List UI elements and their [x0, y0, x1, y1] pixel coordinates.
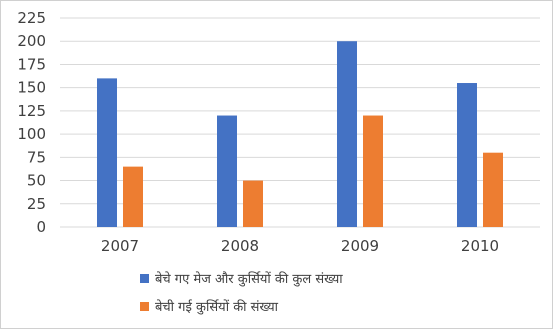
- x-axis-ticks: 2007 2008 2009 2010: [101, 237, 499, 255]
- y-tick-label: 75: [27, 148, 46, 166]
- bar-series-2-2007: [123, 166, 143, 227]
- x-tick-label: 2007: [101, 237, 139, 255]
- y-tick-label: 100: [17, 125, 46, 143]
- bars: [97, 41, 503, 228]
- bar-series-1-2010: [457, 83, 477, 228]
- bar-series-1-2009: [337, 41, 357, 227]
- x-tick-label: 2010: [461, 237, 499, 255]
- bar-series-2-2008: [243, 180, 263, 227]
- bar-series-2-2009: [363, 115, 383, 227]
- legend: बेचे गए मेज और कुर्सियों की कुल संख्या ब…: [140, 271, 343, 315]
- legend-label-series-1: बेचे गए मेज और कुर्सियों की कुल संख्या: [155, 271, 343, 287]
- bar-series-1-2008: [217, 115, 237, 227]
- y-tick-label: 0: [36, 218, 46, 236]
- legend-swatch-series-2: [140, 302, 149, 311]
- y-tick-label: 50: [27, 172, 46, 190]
- y-axis-ticks: 0 25 50 75 100 125 150 175 200 225: [17, 9, 46, 236]
- y-tick-label: 125: [17, 102, 46, 120]
- y-tick-label: 25: [27, 195, 46, 213]
- x-tick-label: 2008: [221, 237, 259, 255]
- legend-swatch-series-1: [140, 274, 149, 283]
- legend-label-series-2: बेची गई कुर्सियों की संख्या: [155, 299, 279, 315]
- bar-series-1-2007: [97, 78, 117, 227]
- y-tick-label: 150: [17, 79, 46, 97]
- y-tick-label: 200: [17, 32, 46, 50]
- x-tick-label: 2009: [341, 237, 379, 255]
- y-tick-label: 225: [17, 9, 46, 27]
- bar-series-2-2010: [483, 152, 503, 227]
- y-tick-label: 175: [17, 55, 46, 73]
